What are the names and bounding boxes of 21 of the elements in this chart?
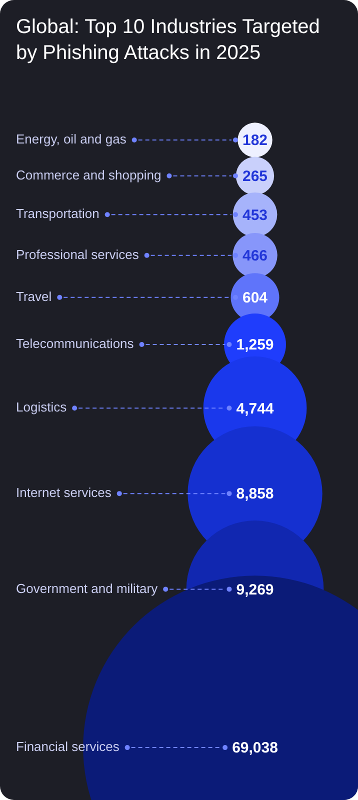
text: Global: Top 10 Industries Targeted by Phishing Attacks in 2025 (16, 15, 321, 66)
data-label: 182 (242, 132, 268, 150)
category-label: Internet services (16, 485, 112, 500)
category-label: Professional services (16, 246, 140, 262)
category-label: Commerce and shopping (16, 167, 162, 182)
category-label: Transportation (16, 206, 100, 222)
data-label: 1,259 (236, 336, 274, 354)
data-label: 453 (242, 206, 268, 224)
data-label: 9,269 (236, 581, 274, 598)
data-label: 8,858 (236, 486, 274, 503)
category-label: Financial services (16, 739, 120, 754)
data-label: 466 (242, 248, 268, 265)
category-label: Logistics (16, 400, 68, 415)
category-label: Travel (16, 288, 52, 304)
data-label: 69,038 (232, 740, 278, 757)
category-label: Government and military (16, 580, 158, 596)
category-label: Energy, oil and gas (16, 132, 127, 147)
data-label: 4,744 (236, 400, 274, 418)
data-label: 604 (242, 290, 268, 307)
data-label: 265 (242, 168, 268, 186)
category-label: Telecommunications (16, 336, 134, 352)
